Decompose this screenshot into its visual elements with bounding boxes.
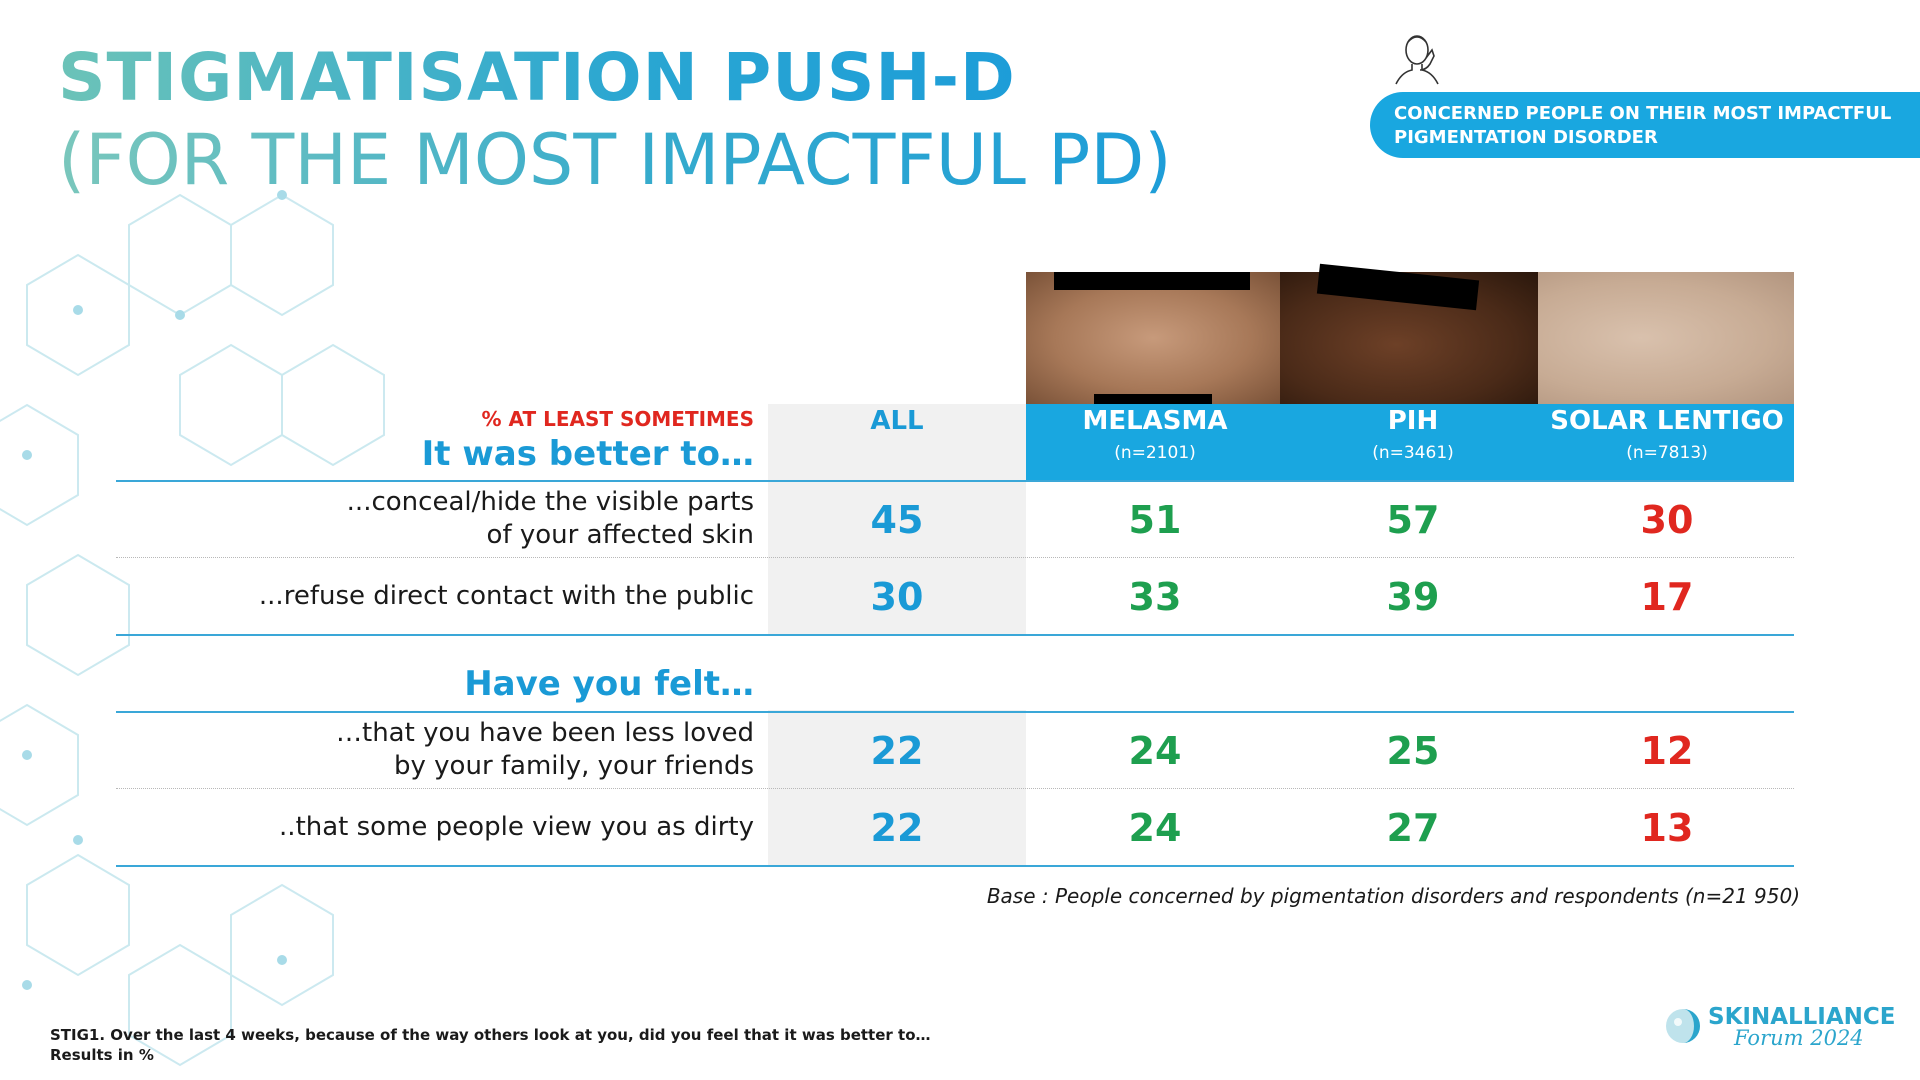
logo-wordmark: SKINALLIANCE [1708, 1004, 1896, 1030]
column-header-melasma: MELASMA [1082, 406, 1228, 436]
column-n-solar-lentigo: (n=7813) [1626, 443, 1708, 463]
value-melasma: 24 [1128, 729, 1182, 773]
row-label-line: ...conceal/hide the visible parts [346, 487, 754, 517]
row-separator [116, 788, 1794, 789]
value-all: 45 [870, 498, 924, 542]
melasma-photo [1026, 272, 1280, 404]
value-solar-lentigo: 30 [1640, 498, 1694, 542]
row-label-line: ...refuse direct contact with the public [258, 581, 754, 611]
badge-line-2: PIGMENTATION DISORDER [1394, 127, 1658, 148]
logo-subtitle: Forum 2024 [1734, 1026, 1864, 1050]
segment-badge: CONCERNED PEOPLE ON THEIR MOST IMPACTFUL… [1370, 92, 1920, 158]
page-subtitle: (FOR THE MOST IMPACTFUL PD) [58, 119, 1172, 201]
value-pih: 39 [1386, 575, 1440, 619]
value-solar-lentigo: 17 [1640, 575, 1694, 619]
segment-header-band [1026, 404, 1794, 480]
table-divider [116, 711, 1794, 713]
value-pih: 27 [1386, 806, 1440, 850]
value-all: 30 [870, 575, 924, 619]
row-label: ...refuse direct contact with the public [259, 580, 754, 613]
row-label: …that you have been less loved by your f… [336, 717, 754, 783]
value-melasma: 51 [1128, 498, 1182, 542]
column-header-pih: PIH [1387, 406, 1439, 436]
section-heading-have-you-felt: Have you felt… [464, 664, 754, 704]
table-divider [116, 865, 1794, 867]
column-header-solar-lentigo: SOLAR LENTIGO [1550, 406, 1784, 436]
value-solar-lentigo: 13 [1640, 806, 1694, 850]
column-n-pih: (n=3461) [1372, 443, 1454, 463]
question-footnote: STIG1. Over the last 4 weeks, because of… [50, 1026, 931, 1044]
section-heading-better-to: It was better to… [421, 434, 754, 474]
row-label-line: by your family, your friends [394, 751, 754, 781]
page-title: STIGMATISATION PUSH-D [58, 39, 1016, 116]
base-note: Base : People concerned by pigmentation … [986, 884, 1800, 908]
row-label: ...conceal/hide the visible parts of you… [347, 486, 754, 552]
face-touch-icon [1395, 35, 1439, 85]
row-label-line: …that you have been less loved [336, 718, 754, 748]
row-label-line: of your affected skin [486, 520, 754, 550]
eye-censor-bar [1054, 272, 1250, 290]
value-all: 22 [870, 806, 924, 850]
column-n-melasma: (n=2101) [1114, 443, 1196, 463]
badge-line-1: CONCERNED PEOPLE ON THEIR MOST IMPACTFUL [1394, 103, 1892, 124]
value-solar-lentigo: 12 [1640, 729, 1694, 773]
solar-lentigo-photo [1538, 272, 1794, 404]
value-pih: 25 [1386, 729, 1440, 773]
row-label: ..that some people view you as dirty [279, 811, 754, 844]
pih-photo [1280, 263, 1538, 404]
value-melasma: 24 [1128, 806, 1182, 850]
value-melasma: 33 [1128, 575, 1182, 619]
row-separator [116, 557, 1794, 558]
table-divider [116, 634, 1794, 636]
row-label-line: ..that some people view you as dirty [279, 812, 754, 842]
value-all: 22 [870, 729, 924, 773]
mouth-censor-bar [1094, 394, 1212, 404]
value-pih: 57 [1386, 498, 1440, 542]
table-divider [116, 480, 1794, 482]
column-header-all: ALL [870, 406, 924, 436]
eye-censor-bar [1316, 263, 1480, 311]
skinalliance-logo-icon [1666, 1009, 1700, 1043]
measure-label: % AT LEAST SOMETIMES [481, 407, 754, 431]
section-gap [768, 636, 1026, 710]
results-unit-note: Results in % [50, 1046, 154, 1064]
